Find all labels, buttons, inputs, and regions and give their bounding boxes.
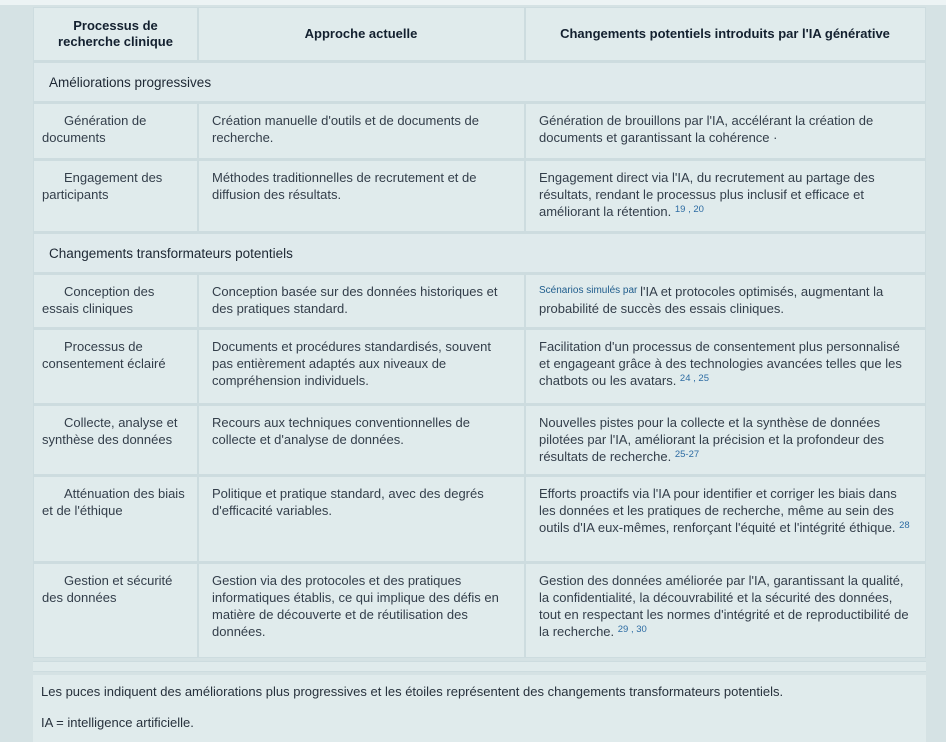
change-text: Engagement direct via l'IA, du recruteme… xyxy=(539,170,875,219)
section-label: Changements transformateurs potentiels xyxy=(34,234,925,272)
note-ia-abbreviation: IA = intelligence artificielle. xyxy=(41,715,194,731)
ai-change-cell: Génération de brouillons par l'IA, accél… xyxy=(526,104,925,158)
ai-change-cell: Gestion des données améliorée par l'IA, … xyxy=(526,564,925,658)
process-cell: Atténuation des biais et de l'éthique xyxy=(34,477,197,562)
table-notes: Les puces indiquent des améliorations pl… xyxy=(33,675,926,742)
process-cell: Conception des essais cliniques xyxy=(34,275,197,327)
table-row: Engagement des participants Méthodes trad… xyxy=(34,161,925,231)
process-cell: Collecte, analyse et synthèse des donnée… xyxy=(34,405,197,475)
small-inline-prefix: Scénarios simulés par xyxy=(539,285,641,296)
process-cell: Processus de consentement éclairé xyxy=(34,329,197,403)
section-row: Changements transformateurs potentiels xyxy=(34,234,925,272)
current-approach-cell: Méthodes traditionnelles de recrutement … xyxy=(199,161,524,231)
table-header-row: Processus de recherche clinique Approche… xyxy=(34,8,925,60)
citation-reference: 19 , 20 xyxy=(674,203,704,215)
current-approach-cell: Documents et procédures standardisés, so… xyxy=(199,329,524,403)
note-bullets-stars: Les puces indiquent des améliorations pl… xyxy=(41,684,784,700)
header-process-label: Processus de recherche clinique xyxy=(58,17,173,49)
change-text: Gestion des données améliorée par l'IA, … xyxy=(539,573,909,640)
section-label: Améliorations progressives xyxy=(34,63,925,101)
current-approach-cell: Conception basée sur des données histori… xyxy=(199,275,524,327)
change-text: Génération de brouillons par l'IA, accél… xyxy=(539,113,874,145)
current-approach-cell: Politique et pratique standard, avec des… xyxy=(199,477,524,562)
citation-reference: 28 xyxy=(899,520,910,532)
change-text: Efforts proactifs via l'IA pour identifi… xyxy=(539,486,900,536)
current-approach-cell: Recours aux techniques conventionnelles … xyxy=(199,405,524,475)
table-row: Gestion et sécurité des données Gestion v… xyxy=(34,564,925,658)
process-cell: Gestion et sécurité des données xyxy=(34,564,197,658)
process-cell: Génération de documents xyxy=(34,104,197,158)
process-cell: Engagement des participants xyxy=(34,161,197,231)
change-text: Facilitation d'un processus de consentem… xyxy=(539,338,902,388)
citation-reference: 25-27 xyxy=(674,448,700,460)
table-row: Processus de consentement éclairé Documen… xyxy=(34,329,925,403)
ai-change-cell: Nouvelles pistes pour la collecte et la … xyxy=(526,405,925,475)
current-approach-cell: Création manuelle d'outils et de documen… xyxy=(199,104,524,158)
header-ai-changes-column: Changements potentiels introduits par l'… xyxy=(526,8,925,60)
table-row: Conception des essais cliniques Conceptio… xyxy=(34,275,925,327)
page-top-edge xyxy=(0,0,946,5)
change-text: l'IA et protocoles optimisés, augmentant… xyxy=(539,284,884,316)
section-row: Améliorations progressives xyxy=(34,63,925,101)
citation-reference: 29 , 30 xyxy=(617,624,647,636)
table-row: Génération de documents Création manuelle… xyxy=(34,104,925,158)
table-row: Collecte, analyse et synthèse des donnée… xyxy=(34,405,925,475)
header-current-approach-label: Approche actuelle xyxy=(304,25,418,41)
header-process-column: Processus de recherche clinique xyxy=(34,8,197,60)
header-ai-changes-label: Changements potentiels introduits par l'… xyxy=(560,25,890,41)
clinical-research-ai-table: Processus de recherche clinique Approche… xyxy=(33,7,926,659)
ai-change-cell: Scénarios simulés par l'IA et protocoles… xyxy=(526,275,925,327)
change-text: Nouvelles pistes pour la collecte et la … xyxy=(539,414,885,464)
ai-change-cell: Facilitation d'un processus de consentem… xyxy=(526,329,925,403)
table-footer-strip xyxy=(33,661,926,673)
header-current-approach-column: Approche actuelle xyxy=(199,8,524,60)
citation-reference: 24 , 25 xyxy=(679,372,709,384)
ai-change-cell: Engagement direct via l'IA, du recruteme… xyxy=(526,161,925,231)
table-row: Atténuation des biais et de l'éthique Pol… xyxy=(34,477,925,562)
current-approach-cell: Gestion via des protocoles et des pratiq… xyxy=(199,564,524,658)
ai-change-cell: Efforts proactifs via l'IA pour identifi… xyxy=(526,477,925,562)
